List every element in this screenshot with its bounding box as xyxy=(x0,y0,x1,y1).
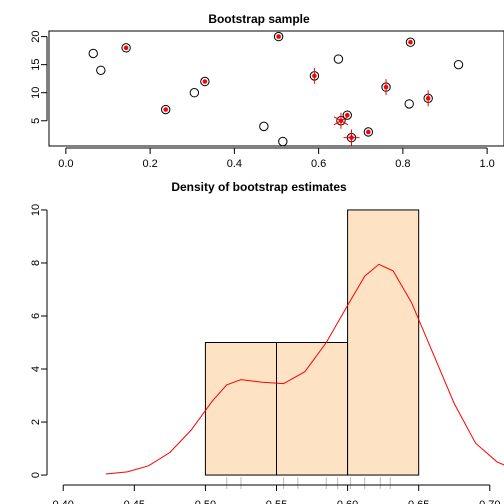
histogram-y-tick-label: 0 xyxy=(30,472,42,478)
sample-point xyxy=(200,76,210,87)
histogram-panel: Density of bootstrap estimates 0.400.450… xyxy=(30,180,504,504)
histogram-bar xyxy=(347,209,420,476)
histogram-y-tick-label: 6 xyxy=(30,313,42,319)
scatter-title: Bootstrap sample xyxy=(208,12,310,26)
scatter-x-tick-label: 0.8 xyxy=(395,158,410,170)
scatter-y-tick-label: 10 xyxy=(30,87,42,99)
histogram-x-tick-label: 0.70 xyxy=(479,499,500,504)
sample-point xyxy=(405,37,416,47)
histogram-bars xyxy=(204,209,420,476)
scatter-x-tick-label: 0.6 xyxy=(311,158,326,170)
histogram-y-tick-label: 2 xyxy=(30,419,42,425)
scatter-x-tick-label: 1.0 xyxy=(479,158,494,170)
sample-point xyxy=(453,59,464,70)
scatter-panel: Bootstrap sample 0.0 0.2 0.4 0.6 0.8 1.0 5 10 1… xyxy=(30,12,504,170)
selected-point xyxy=(366,129,371,135)
sample-point xyxy=(333,54,344,64)
selected-point xyxy=(408,39,413,45)
scatter-y-axis: 5 10 15 20 xyxy=(30,30,48,124)
histogram-y-axis: 0 2 4 6 8 10 xyxy=(30,204,48,478)
histogram-x-tick-label: 0.65 xyxy=(408,499,429,504)
sample-point xyxy=(160,104,171,115)
scatter-x-axis: 0.0 0.2 0.4 0.6 0.8 1.0 xyxy=(58,147,495,170)
histogram-x-tick-label: 0.45 xyxy=(124,499,145,504)
histogram-x-tick-label: 0.55 xyxy=(266,499,287,504)
sample-point xyxy=(273,31,284,42)
scatter-y-tick-label: 5 xyxy=(30,118,42,124)
selected-point xyxy=(344,112,350,118)
histogram-bar xyxy=(204,342,277,476)
sample-point xyxy=(363,127,374,137)
selected-point xyxy=(202,79,208,84)
sample-point xyxy=(342,110,352,120)
selected-point xyxy=(276,34,281,39)
scatter-x-tick-label: 0.4 xyxy=(227,158,242,170)
histogram-x-tick-label: 0.60 xyxy=(337,499,358,504)
scatter-y-tick-label: 15 xyxy=(30,59,42,71)
sample-point xyxy=(121,43,131,53)
histogram-y-tick-label: 4 xyxy=(30,366,42,372)
sample-point xyxy=(88,48,98,59)
scatter-x-tick-label: 0.2 xyxy=(142,158,157,170)
histogram-x-tick-label: 0.40 xyxy=(53,499,74,504)
sample-point xyxy=(259,121,269,132)
density-line xyxy=(105,263,504,475)
sample-point xyxy=(96,65,106,75)
rug-marks xyxy=(226,477,391,490)
histogram-y-tick-label: 10 xyxy=(30,204,42,216)
sample-point xyxy=(404,99,414,109)
scatter-marks xyxy=(88,31,464,147)
histogram-bar xyxy=(276,342,349,476)
scatter-y-tick-label: 20 xyxy=(30,30,42,42)
histogram-x-tick-label: 0.50 xyxy=(195,499,216,504)
histogram-title: Density of bootstrap estimates xyxy=(171,180,347,194)
selected-point xyxy=(123,45,129,51)
histogram-x-axis: 0.40 0.45 0.50 0.55 0.60 0.65 0.70 xyxy=(53,484,500,504)
sample-point xyxy=(189,88,200,98)
density-curve xyxy=(105,263,504,475)
histogram-y-tick-label: 8 xyxy=(30,260,42,266)
sample-point xyxy=(278,136,288,147)
selected-point xyxy=(163,107,168,112)
sunflower-petal xyxy=(333,116,349,126)
scatter-x-tick-label: 0.0 xyxy=(58,158,73,170)
scatter-plot-box xyxy=(48,30,504,147)
